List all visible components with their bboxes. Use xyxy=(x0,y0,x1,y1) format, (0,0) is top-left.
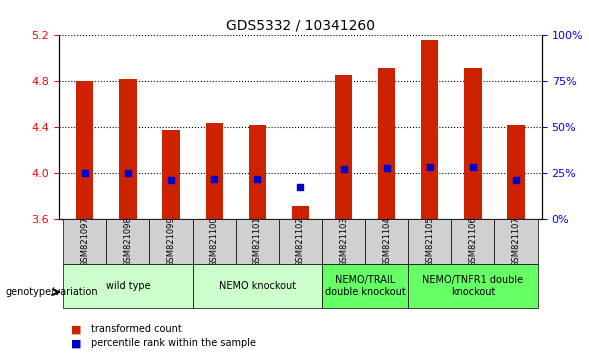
Text: GSM821106: GSM821106 xyxy=(468,216,477,267)
Bar xyxy=(421,40,438,219)
Text: GSM821100: GSM821100 xyxy=(210,216,219,267)
Text: GSM821099: GSM821099 xyxy=(167,216,176,267)
Text: ■: ■ xyxy=(71,324,81,334)
FancyBboxPatch shape xyxy=(494,219,538,264)
FancyBboxPatch shape xyxy=(408,264,538,308)
Bar xyxy=(163,130,180,219)
FancyBboxPatch shape xyxy=(150,219,193,264)
Title: GDS5332 / 10341260: GDS5332 / 10341260 xyxy=(226,19,375,33)
Text: GSM821101: GSM821101 xyxy=(253,216,262,267)
Bar xyxy=(119,79,137,219)
Text: GSM821103: GSM821103 xyxy=(339,216,348,267)
FancyBboxPatch shape xyxy=(279,219,322,264)
Text: transformed count: transformed count xyxy=(91,324,182,334)
Text: percentile rank within the sample: percentile rank within the sample xyxy=(91,338,256,348)
Bar xyxy=(206,123,223,219)
FancyBboxPatch shape xyxy=(193,264,322,308)
Text: GSM821097: GSM821097 xyxy=(80,216,90,267)
Bar xyxy=(335,74,352,219)
Text: NEMO knockout: NEMO knockout xyxy=(219,281,296,291)
Text: GSM821098: GSM821098 xyxy=(124,216,133,267)
Text: ■: ■ xyxy=(71,338,81,348)
Bar xyxy=(292,206,309,219)
Text: NEMO/TNFR1 double
knockout: NEMO/TNFR1 double knockout xyxy=(422,275,524,297)
FancyBboxPatch shape xyxy=(63,219,107,264)
Text: genotype/variation: genotype/variation xyxy=(6,287,98,297)
FancyBboxPatch shape xyxy=(408,219,451,264)
Text: GSM821104: GSM821104 xyxy=(382,216,391,267)
FancyBboxPatch shape xyxy=(107,219,150,264)
FancyBboxPatch shape xyxy=(63,264,193,308)
FancyBboxPatch shape xyxy=(322,264,408,308)
FancyBboxPatch shape xyxy=(451,219,494,264)
Text: GSM821102: GSM821102 xyxy=(296,216,305,267)
Bar xyxy=(507,125,525,219)
Bar xyxy=(378,68,395,219)
Text: GSM821105: GSM821105 xyxy=(425,216,434,267)
FancyBboxPatch shape xyxy=(236,219,279,264)
Bar xyxy=(249,125,266,219)
Bar xyxy=(464,68,482,219)
FancyBboxPatch shape xyxy=(322,219,365,264)
Text: NEMO/TRAIL
double knockout: NEMO/TRAIL double knockout xyxy=(325,275,405,297)
Text: wild type: wild type xyxy=(105,281,150,291)
Bar xyxy=(76,81,94,219)
FancyBboxPatch shape xyxy=(193,219,236,264)
FancyBboxPatch shape xyxy=(365,219,408,264)
Text: GSM821107: GSM821107 xyxy=(511,216,521,267)
